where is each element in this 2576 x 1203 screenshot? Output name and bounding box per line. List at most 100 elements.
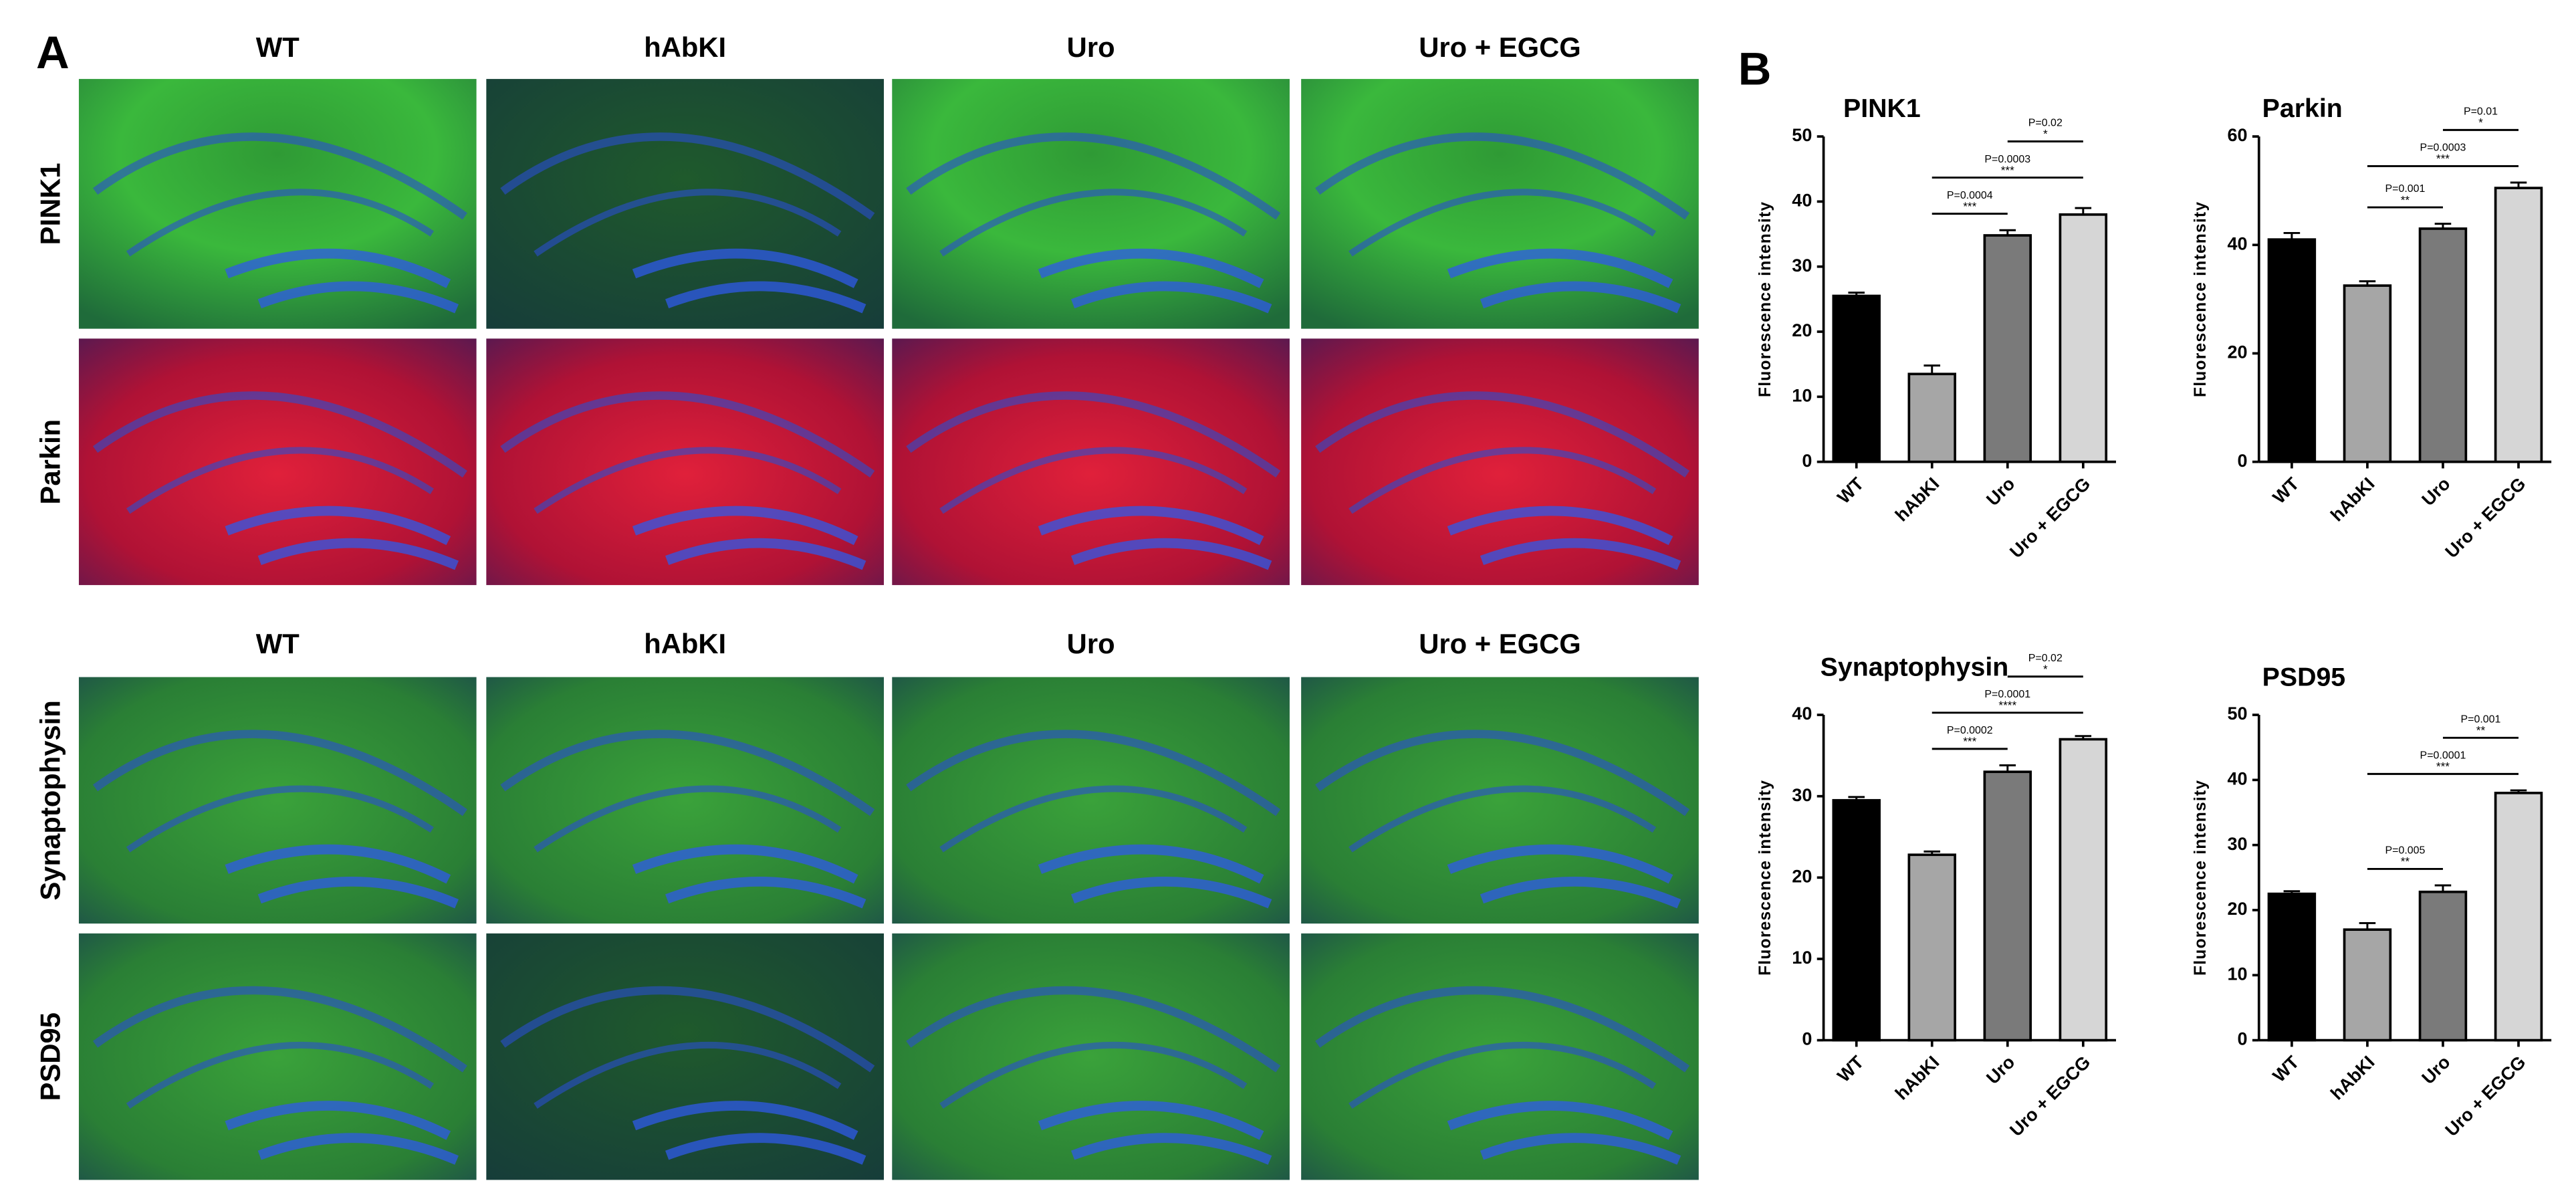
y-tick-label: 0 (1802, 451, 1812, 471)
p-value: P=0.02 (2028, 653, 2063, 664)
micrograph (486, 933, 885, 1180)
p-value: P=0.0001 (2420, 750, 2466, 762)
chart-title: Parkin (2262, 94, 2343, 123)
y-tick-label: 10 (1792, 385, 1812, 405)
row-label: Synaptophysin (35, 700, 66, 900)
p-value: P=0.0003 (1984, 154, 2030, 165)
cell-layer (1315, 391, 1690, 478)
y-tick-label: 60 (2227, 125, 2247, 145)
y-tick-label: 40 (1792, 191, 1812, 211)
y-tick-label: 0 (2238, 1029, 2248, 1049)
panel-label: A (36, 27, 70, 78)
y-tick-label: 20 (2227, 899, 2247, 919)
x-tick-label: Uro + EGCG (2006, 473, 2094, 562)
bar (1907, 372, 1956, 463)
column-header: hAbKI (644, 31, 726, 63)
cell-layer (1349, 189, 1657, 257)
significance-stars: *** (1963, 735, 1976, 748)
micrograph (1301, 677, 1699, 924)
x-tick-label: hAbKI (2327, 473, 2378, 525)
p-value: P=0.0001 (1984, 689, 2030, 700)
x-tick-label: hAbKI (1891, 473, 1943, 525)
y-tick-label: 20 (1792, 320, 1812, 340)
dentate-gyrus (1038, 1101, 1272, 1165)
cell-layer (92, 132, 467, 220)
y-axis-label: Fluorescence intensity (2192, 201, 2210, 397)
cell-layer (1349, 1042, 1657, 1109)
y-tick-label: 20 (2227, 342, 2247, 362)
x-tick-label: hAbKI (1891, 1052, 1943, 1103)
cell-layer (126, 785, 434, 853)
x-tick-label: Uro (2418, 1052, 2454, 1088)
bar (1832, 798, 1881, 1042)
cell-layer (1349, 785, 1657, 853)
significance-stars: * (2478, 116, 2483, 129)
dentate-gyrus (225, 844, 459, 909)
y-tick-label: 20 (1792, 866, 1812, 886)
bar (2418, 890, 2468, 1042)
row-label: PINK1 (35, 162, 66, 245)
significance-stars: ** (2401, 193, 2410, 207)
x-tick-label: Uro (1982, 473, 2018, 510)
y-tick-label: 0 (1802, 1029, 1812, 1049)
x-tick-label: Uro + EGCG (2442, 1052, 2530, 1140)
significance-stars: **** (1998, 699, 2016, 712)
cell-layer (906, 391, 1281, 478)
y-axis-label: Fluorescence intensity (1756, 780, 1774, 976)
significance-stars: *** (1963, 199, 1976, 213)
dentate-gyrus (1447, 1101, 1681, 1165)
y-axis-label: Fluorescence intensity (2192, 780, 2210, 976)
cell-layer (92, 391, 467, 478)
column-header: Uro (1067, 628, 1115, 659)
bar (1907, 853, 1956, 1042)
significance-stars: * (2043, 662, 2048, 675)
y-tick-label: 50 (1792, 125, 1812, 145)
micrograph (892, 79, 1290, 329)
x-tick-label: WT (2269, 473, 2303, 508)
dentate-gyrus (225, 506, 459, 570)
micrograph (486, 79, 885, 329)
column-header: WT (256, 628, 300, 659)
cell-layer (126, 189, 434, 257)
bar (2343, 928, 2392, 1042)
y-tick-label: 40 (2227, 769, 2247, 789)
x-tick-label: WT (1833, 473, 1867, 508)
y-tick-label: 0 (2238, 451, 2248, 471)
micrograph (486, 677, 885, 924)
y-tick-label: 30 (1792, 255, 1812, 276)
chart-title: PINK1 (1843, 94, 1921, 123)
bar (1832, 294, 1881, 463)
bar (2059, 213, 2108, 463)
dentate-gyrus (1038, 248, 1272, 314)
cell-layer (500, 730, 875, 816)
column-header: Uro + EGCG (1419, 628, 1581, 659)
cell-layer (1315, 730, 1690, 816)
dentate-gyrus (1038, 844, 1272, 909)
cell-layer (534, 447, 842, 514)
p-value: P=0.02 (2028, 118, 2063, 129)
micrograph (1301, 933, 1699, 1180)
cell-layer (906, 730, 1281, 816)
y-tick-label: 40 (2227, 233, 2247, 253)
y-tick-label: 30 (2227, 834, 2247, 854)
bar (2343, 284, 2392, 463)
micrograph (892, 338, 1290, 585)
micrograph (78, 677, 477, 924)
micrograph (892, 677, 1290, 924)
dentate-gyrus (1447, 506, 1681, 570)
dentate-gyrus (632, 1101, 866, 1165)
cell-layer (500, 391, 875, 478)
bar (2418, 227, 2468, 463)
bar (2494, 791, 2543, 1042)
row-label: Parkin (35, 419, 66, 505)
micrograph (892, 933, 1290, 1180)
x-tick-label: WT (2269, 1052, 2303, 1086)
cell-layer (939, 189, 1248, 257)
cell-layer (1349, 447, 1657, 514)
y-tick-label: 40 (1792, 703, 1812, 724)
row-label: PSD95 (35, 1012, 66, 1101)
p-value: P=0.0003 (2420, 142, 2466, 154)
p-value: P=0.001 (2461, 714, 2501, 725)
bar (2059, 738, 2108, 1042)
